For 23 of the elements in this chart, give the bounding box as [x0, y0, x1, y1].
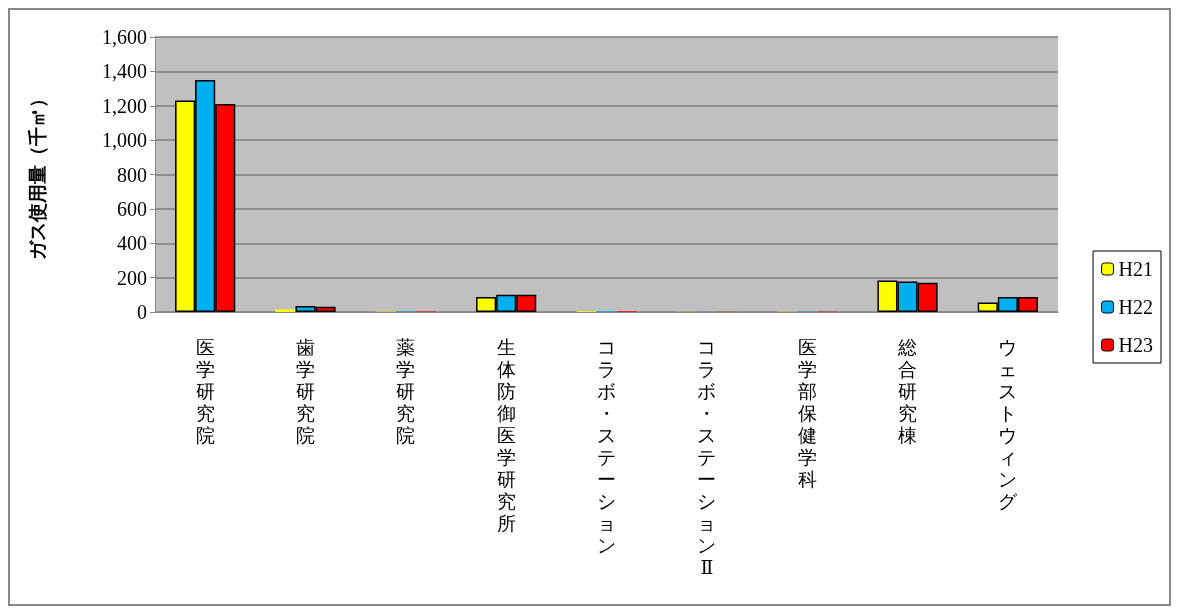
y-tick-label: 1,400	[102, 60, 147, 83]
y-tick-label: 1,000	[102, 129, 147, 152]
y-tick-label: 800	[117, 163, 147, 186]
x-tick-label: 総合研究棟	[897, 336, 917, 446]
legend-label: H21	[1118, 258, 1154, 280]
x-tick-label: 歯学研究院	[296, 336, 315, 446]
x-tick-label: 薬学研究院	[396, 336, 416, 446]
x-tick-label: ウェストウィング	[998, 336, 1019, 512]
y-tick-label: 200	[117, 266, 147, 289]
category-label: コラボ・ステーションⅡ	[697, 336, 717, 578]
x-tick-label: 医学研究院	[195, 336, 215, 446]
bar	[275, 309, 296, 312]
x-tick-label: 医学部保健学科	[797, 336, 817, 490]
y-tick-label: 600	[117, 197, 147, 220]
legend-label: H22	[1118, 296, 1154, 318]
category-label: コラボ・ステーション	[597, 336, 616, 556]
y-tick-label: 400	[117, 232, 147, 255]
category-label: 生体防御医学研究所	[496, 336, 516, 534]
y-axis-title: ガス使用量（千㎥）	[27, 89, 48, 260]
y-tick-label: 1,600	[102, 26, 147, 48]
y-tick-label: 0	[137, 301, 147, 323]
y-tick-label: 1,200	[102, 94, 147, 117]
legend-label: H23	[1118, 334, 1154, 356]
